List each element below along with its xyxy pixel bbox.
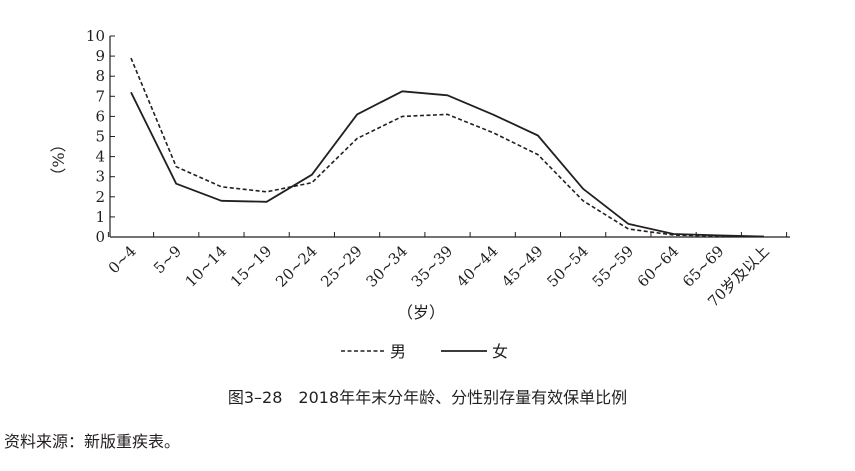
y-axis-ticks: 0 1 2 3 4 5 6 7 8 9 10 bbox=[86, 27, 115, 246]
y-tick-label: 6 bbox=[95, 107, 105, 125]
x-tick-label: 50~54 bbox=[543, 242, 592, 291]
y-tick-label: 8 bbox=[95, 67, 105, 85]
legend-label-male: 男 bbox=[390, 342, 406, 361]
x-tick-label: 45~49 bbox=[498, 242, 547, 291]
figure-caption: 图3–28 2018年年末分年龄、分性别存量有效保单比例 bbox=[227, 388, 628, 407]
x-tick-label: 20~24 bbox=[272, 242, 321, 291]
x-axis-ticks: 0~4 5~910~1415~1920~2425~2930~3435~3940~4… bbox=[105, 232, 788, 311]
source-note: 资料来源：新版重疾表。 bbox=[4, 432, 181, 451]
y-tick-label: 0 bbox=[95, 228, 105, 246]
y-tick-label: 7 bbox=[95, 87, 105, 105]
y-axis-label: （%） bbox=[49, 136, 68, 183]
series-line-female bbox=[130, 90, 765, 238]
y-tick-label: 5 bbox=[95, 128, 105, 146]
y-tick-label: 9 bbox=[95, 47, 105, 65]
x-tick-label: 55~59 bbox=[589, 242, 638, 291]
chart-series bbox=[130, 57, 765, 238]
y-tick-label: 10 bbox=[86, 27, 105, 45]
y-tick-label: 2 bbox=[95, 188, 105, 206]
x-tick-label: 0~4 bbox=[105, 242, 140, 277]
chart-legend: 男 女 bbox=[341, 342, 508, 361]
y-tick-label: 4 bbox=[95, 148, 105, 166]
legend-label-female: 女 bbox=[492, 342, 508, 361]
x-tick-label: 5~9 bbox=[150, 242, 185, 277]
x-tick-label: 10~14 bbox=[182, 242, 231, 291]
y-tick-label: 3 bbox=[95, 168, 105, 186]
x-axis-label: （岁） bbox=[397, 303, 445, 322]
x-tick-label: 30~34 bbox=[363, 242, 412, 291]
x-tick-label: 25~29 bbox=[317, 242, 366, 291]
x-tick-label: 15~19 bbox=[227, 242, 276, 291]
x-tick-label: 40~44 bbox=[453, 242, 502, 291]
x-tick-label: 60~64 bbox=[634, 242, 683, 291]
x-tick-label: 35~39 bbox=[408, 242, 457, 291]
chart-axes bbox=[109, 36, 790, 238]
series-line-male bbox=[130, 57, 765, 238]
y-tick-label: 1 bbox=[95, 208, 105, 226]
